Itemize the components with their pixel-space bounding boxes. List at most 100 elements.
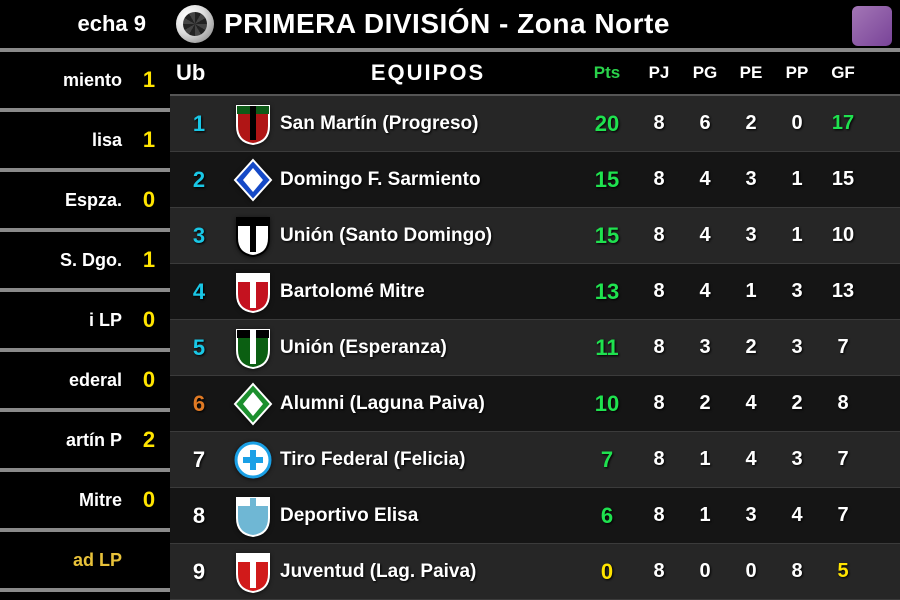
team-crest-icon (233, 382, 273, 426)
team-crest-icon (233, 270, 273, 314)
stat-pg: 4 (682, 168, 728, 191)
col-pe: PE (728, 63, 774, 83)
stat-pj: 8 (636, 112, 682, 135)
position: 8 (170, 503, 228, 529)
col-pg: PG (682, 63, 728, 83)
stat-pe: 3 (728, 224, 774, 247)
team-crest-icon (233, 550, 273, 594)
team-crest-icon (233, 102, 273, 146)
position: 7 (170, 447, 228, 473)
team-crest-icon (233, 438, 273, 482)
title-row: PRIMERA DIVISIÓN - Zona Norte (170, 0, 900, 52)
points: 15 (578, 223, 636, 249)
team-name: San Martín (Progreso) (278, 113, 578, 135)
table-header: Ub EQUIPOS Pts PJ PG PE PP GF (170, 52, 900, 96)
table-row: 1San Martín (Progreso)20862017 (170, 96, 900, 152)
standings-panel: PRIMERA DIVISIÓN - Zona Norte Ub EQUIPOS… (170, 0, 900, 600)
fixture-score: 0 (140, 487, 158, 513)
fixture-row: lisa 1 (0, 112, 170, 172)
table-row: 3Unión (Santo Domingo)15843110 (170, 208, 900, 264)
stat-pe: 2 (728, 112, 774, 135)
position: 9 (170, 559, 228, 585)
stat-pe: 2 (728, 336, 774, 359)
stat-pp: 4 (774, 504, 820, 527)
stat-pp: 8 (774, 560, 820, 583)
stat-pp: 3 (774, 336, 820, 359)
stat-pe: 3 (728, 504, 774, 527)
fixture-team: miento (63, 70, 122, 91)
stat-pg: 2 (682, 392, 728, 415)
stat-gf: 8 (820, 392, 866, 415)
fixture-row: ederal 0 (0, 352, 170, 412)
stat-pj: 8 (636, 224, 682, 247)
col-ub: Ub (170, 60, 228, 86)
fixture-team: artín P (66, 430, 122, 451)
stat-pe: 3 (728, 168, 774, 191)
table-row: 6Alumni (Laguna Paiva)1082428 (170, 376, 900, 432)
points: 13 (578, 279, 636, 305)
team-name: Deportivo Elisa (278, 505, 578, 527)
fixture-row: artín P2 (0, 412, 170, 472)
fixture-score: 0 (140, 367, 158, 393)
fixture-row: miento 1 (0, 52, 170, 112)
table-row: 5Unión (Esperanza)1183237 (170, 320, 900, 376)
stat-gf: 10 (820, 224, 866, 247)
team-name: Bartolomé Mitre (278, 281, 578, 303)
stat-pg: 0 (682, 560, 728, 583)
stat-pp: 2 (774, 392, 820, 415)
stat-gf: 17 (820, 112, 866, 135)
table-row: 9Juventud (Lag. Paiva)080085 (170, 544, 900, 600)
col-equipos: EQUIPOS (278, 60, 578, 86)
fixture-score: 1 (140, 127, 158, 153)
stat-gf: 7 (820, 504, 866, 527)
stat-pe: 0 (728, 560, 774, 583)
stat-gf: 5 (820, 560, 866, 583)
points: 0 (578, 559, 636, 585)
points: 6 (578, 503, 636, 529)
stat-pe: 4 (728, 448, 774, 471)
stat-pj: 8 (636, 448, 682, 471)
team-name: Domingo F. Sarmiento (278, 169, 578, 191)
fixture-score: 1 (140, 67, 158, 93)
stat-pj: 8 (636, 336, 682, 359)
stat-pj: 8 (636, 504, 682, 527)
team-name: Tiro Federal (Felicia) (278, 449, 578, 471)
position: 3 (170, 223, 228, 249)
league-logo-icon (176, 5, 214, 43)
table-row: 2Domingo F. Sarmiento15843115 (170, 152, 900, 208)
position: 2 (170, 167, 228, 193)
fixture-team: lisa (92, 130, 122, 151)
stat-pg: 1 (682, 504, 728, 527)
points: 7 (578, 447, 636, 473)
stat-pg: 6 (682, 112, 728, 135)
position: 1 (170, 111, 228, 137)
stat-pp: 1 (774, 168, 820, 191)
col-pts: Pts (578, 63, 636, 83)
fixture-team: Espza. (65, 190, 122, 211)
page-title: PRIMERA DIVISIÓN - Zona Norte (224, 8, 670, 40)
stat-pp: 0 (774, 112, 820, 135)
stat-pp: 1 (774, 224, 820, 247)
stat-pg: 3 (682, 336, 728, 359)
col-pp: PP (774, 63, 820, 83)
stat-pe: 1 (728, 280, 774, 303)
fixture-team: S. Dgo. (60, 250, 122, 271)
fixture-score: 0 (140, 307, 158, 333)
stat-pe: 4 (728, 392, 774, 415)
stat-pp: 3 (774, 280, 820, 303)
position: 4 (170, 279, 228, 305)
fixtures-panel: echa 9 miento1lisa1Espza.0S. Dgo.1i LP0e… (0, 0, 170, 600)
stat-gf: 7 (820, 448, 866, 471)
position: 6 (170, 391, 228, 417)
fixture-team: ederal (69, 370, 122, 391)
fixture-row: Mitre0 (0, 472, 170, 532)
stat-pg: 4 (682, 280, 728, 303)
points: 15 (578, 167, 636, 193)
fixture-row: ad LP (0, 532, 170, 592)
points: 20 (578, 111, 636, 137)
fixture-row: S. Dgo.1 (0, 232, 170, 292)
fixture-team: ad LP (73, 550, 122, 571)
fixture-team: i LP (89, 310, 122, 331)
federation-logo-icon (852, 6, 892, 46)
team-crest-icon (233, 326, 273, 370)
